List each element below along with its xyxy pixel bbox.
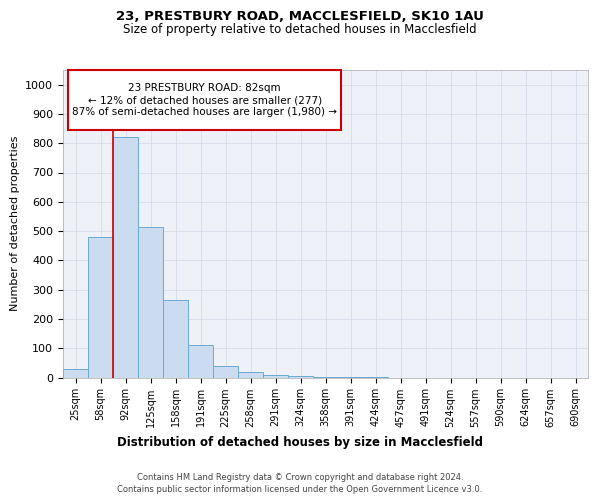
Text: 23, PRESTBURY ROAD, MACCLESFIELD, SK10 1AU: 23, PRESTBURY ROAD, MACCLESFIELD, SK10 1… bbox=[116, 10, 484, 23]
Bar bbox=[163, 300, 188, 378]
Y-axis label: Number of detached properties: Number of detached properties bbox=[10, 136, 20, 312]
Bar bbox=[113, 138, 138, 378]
Bar bbox=[63, 368, 88, 378]
Text: Contains public sector information licensed under the Open Government Licence v3: Contains public sector information licen… bbox=[118, 486, 482, 494]
Text: Contains HM Land Registry data © Crown copyright and database right 2024.: Contains HM Land Registry data © Crown c… bbox=[137, 473, 463, 482]
Bar bbox=[313, 377, 338, 378]
Bar bbox=[213, 366, 238, 378]
Text: Size of property relative to detached houses in Macclesfield: Size of property relative to detached ho… bbox=[123, 22, 477, 36]
Bar bbox=[288, 376, 313, 378]
Text: 23 PRESTBURY ROAD: 82sqm
← 12% of detached houses are smaller (277)
87% of semi-: 23 PRESTBURY ROAD: 82sqm ← 12% of detach… bbox=[72, 84, 337, 116]
Bar bbox=[188, 346, 213, 378]
Bar bbox=[88, 237, 113, 378]
Bar bbox=[138, 226, 163, 378]
Bar bbox=[263, 374, 288, 378]
Text: Distribution of detached houses by size in Macclesfield: Distribution of detached houses by size … bbox=[117, 436, 483, 449]
Bar bbox=[238, 372, 263, 378]
